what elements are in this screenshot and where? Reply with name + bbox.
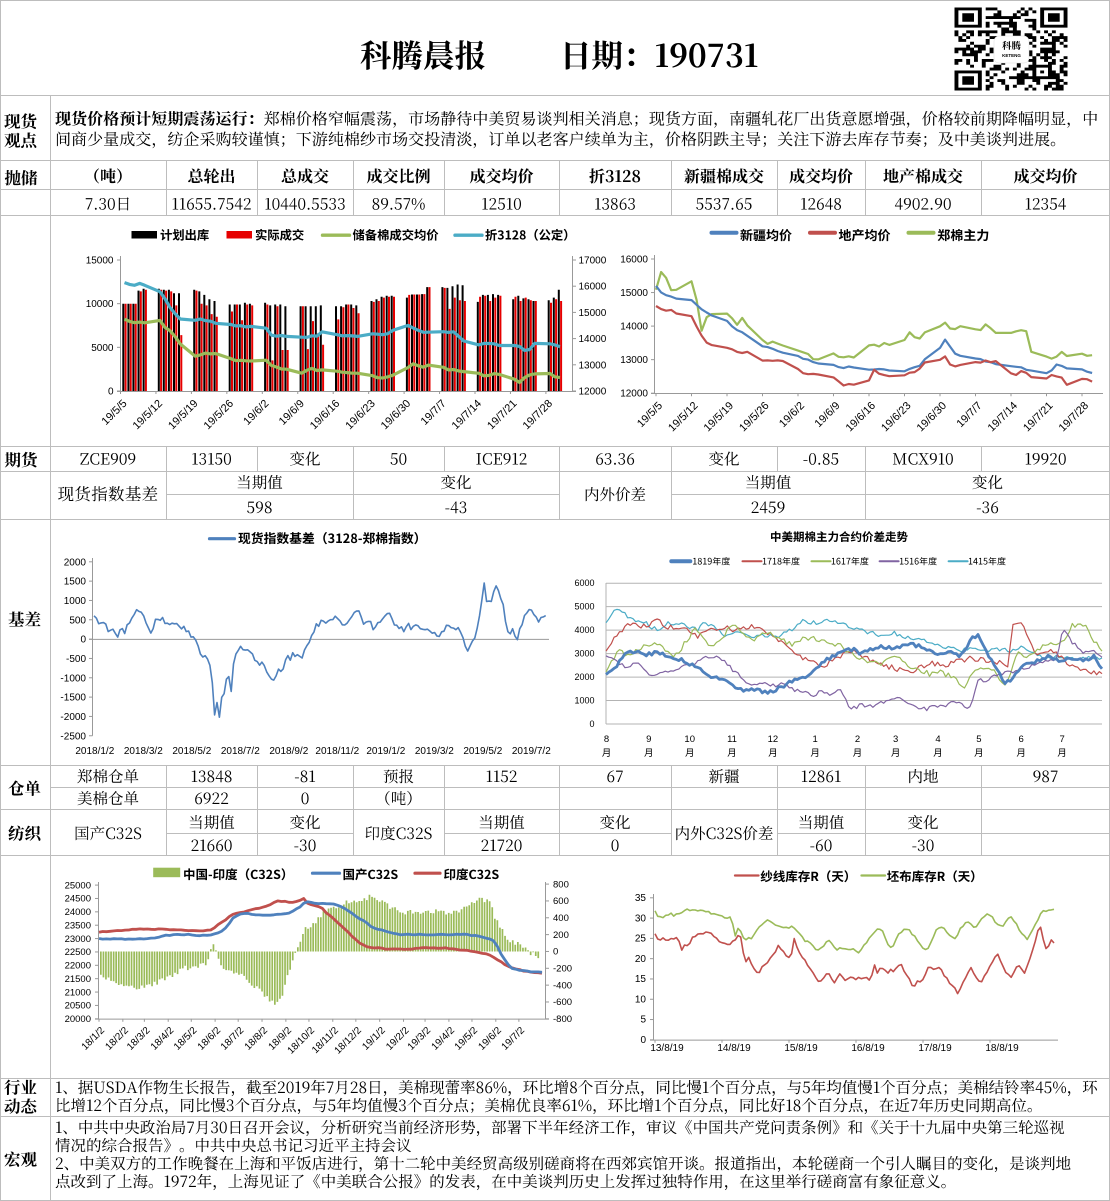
svg-text:18/8/19: 18/8/19 [985, 1043, 1019, 1054]
svg-text:2018/11/2: 2018/11/2 [315, 746, 359, 757]
svg-text:16/8/19: 16/8/19 [851, 1043, 885, 1054]
svg-text:-600: -600 [553, 997, 572, 1008]
svg-text:25: 25 [635, 934, 647, 945]
svg-text:2018/9/2: 2018/9/2 [269, 746, 308, 757]
svg-text:15: 15 [635, 974, 647, 985]
svg-text:20: 20 [635, 954, 647, 965]
svg-text:12000: 12000 [579, 387, 607, 398]
svg-text:-800: -800 [553, 1014, 572, 1025]
svg-text:2019/5/2: 2019/5/2 [463, 746, 502, 757]
svg-text:0: 0 [108, 387, 114, 398]
svg-text:13000: 13000 [579, 360, 607, 371]
svg-text:2018/3/2: 2018/3/2 [124, 746, 163, 757]
svg-text:10000: 10000 [86, 299, 114, 310]
svg-text:22500: 22500 [65, 947, 91, 958]
svg-text:22000: 22000 [65, 961, 91, 972]
svg-text:2018/5/2: 2018/5/2 [172, 746, 211, 757]
svg-text:17/8/19: 17/8/19 [918, 1043, 952, 1054]
svg-text:20500: 20500 [65, 1001, 91, 1012]
svg-text:-500: -500 [66, 654, 86, 665]
svg-text:15000: 15000 [620, 288, 648, 299]
svg-text:6: 6 [1019, 734, 1024, 745]
svg-text:-1000: -1000 [60, 673, 86, 684]
svg-text:-200: -200 [553, 964, 572, 975]
svg-text:-1500: -1500 [60, 693, 86, 704]
svg-text:2019/1/2: 2019/1/2 [366, 746, 405, 757]
svg-text:200: 200 [553, 930, 569, 941]
svg-text:5000: 5000 [574, 602, 594, 612]
svg-text:9: 9 [646, 734, 651, 745]
svg-text:12000: 12000 [620, 389, 648, 400]
svg-text:10: 10 [635, 995, 647, 1006]
svg-text:1000: 1000 [64, 596, 87, 607]
svg-text:4000: 4000 [574, 625, 594, 635]
svg-text:8: 8 [604, 734, 609, 745]
svg-text:1000: 1000 [574, 696, 594, 706]
svg-text:400: 400 [553, 913, 569, 924]
svg-text:35: 35 [635, 893, 647, 904]
svg-text:23500: 23500 [65, 920, 91, 931]
svg-text:0: 0 [589, 719, 594, 729]
svg-text:14/8/19: 14/8/19 [717, 1043, 751, 1054]
svg-text:-2500: -2500 [60, 731, 86, 742]
svg-text:2019/3/2: 2019/3/2 [415, 746, 454, 757]
svg-text:1: 1 [813, 734, 818, 745]
svg-text:17000: 17000 [579, 256, 607, 267]
svg-text:13/8/19: 13/8/19 [650, 1043, 684, 1054]
svg-text:2000: 2000 [64, 557, 87, 568]
svg-text:-400: -400 [553, 980, 572, 991]
svg-text:16000: 16000 [579, 282, 607, 293]
svg-text:KETENG: KETENG [1002, 53, 1021, 58]
svg-text:6000: 6000 [574, 578, 594, 588]
svg-text:800: 800 [553, 879, 569, 890]
svg-text:10: 10 [684, 734, 695, 745]
svg-text:1500: 1500 [64, 577, 87, 588]
svg-text:3: 3 [893, 734, 898, 745]
svg-text:24500: 24500 [65, 894, 91, 905]
svg-text:2018/1/2: 2018/1/2 [75, 746, 114, 757]
svg-text:12: 12 [768, 734, 779, 745]
svg-text:15000: 15000 [86, 256, 114, 267]
svg-text:500: 500 [69, 615, 86, 626]
svg-text:-2000: -2000 [60, 712, 86, 723]
svg-text:5000: 5000 [91, 343, 114, 354]
svg-text:4: 4 [935, 734, 940, 745]
svg-text:30: 30 [635, 913, 647, 924]
svg-text:24000: 24000 [65, 907, 91, 918]
svg-text:25000: 25000 [65, 880, 91, 891]
svg-text:11: 11 [727, 734, 737, 745]
svg-text:2: 2 [855, 734, 860, 745]
svg-text:20000: 20000 [65, 1014, 91, 1025]
svg-text:5: 5 [640, 1015, 646, 1026]
svg-text:13000: 13000 [620, 355, 648, 366]
svg-text:21000: 21000 [65, 987, 91, 998]
svg-text:0: 0 [640, 1035, 646, 1046]
svg-text:15/8/19: 15/8/19 [784, 1043, 818, 1054]
svg-text:2000: 2000 [574, 672, 594, 682]
svg-text:0: 0 [80, 635, 86, 646]
svg-text:2018/7/2: 2018/7/2 [221, 746, 260, 757]
svg-text:23000: 23000 [65, 934, 91, 945]
svg-text:0: 0 [553, 947, 558, 958]
svg-text:21500: 21500 [65, 974, 91, 985]
svg-text:14000: 14000 [579, 334, 607, 345]
svg-text:3000: 3000 [574, 649, 594, 659]
svg-text:15000: 15000 [579, 308, 607, 319]
svg-text:7: 7 [1059, 734, 1064, 745]
svg-text:16000: 16000 [620, 255, 648, 266]
svg-text:2019/7/2: 2019/7/2 [512, 746, 551, 757]
svg-text:5: 5 [976, 734, 981, 745]
svg-text:600: 600 [553, 896, 569, 907]
svg-text:14000: 14000 [620, 322, 648, 333]
